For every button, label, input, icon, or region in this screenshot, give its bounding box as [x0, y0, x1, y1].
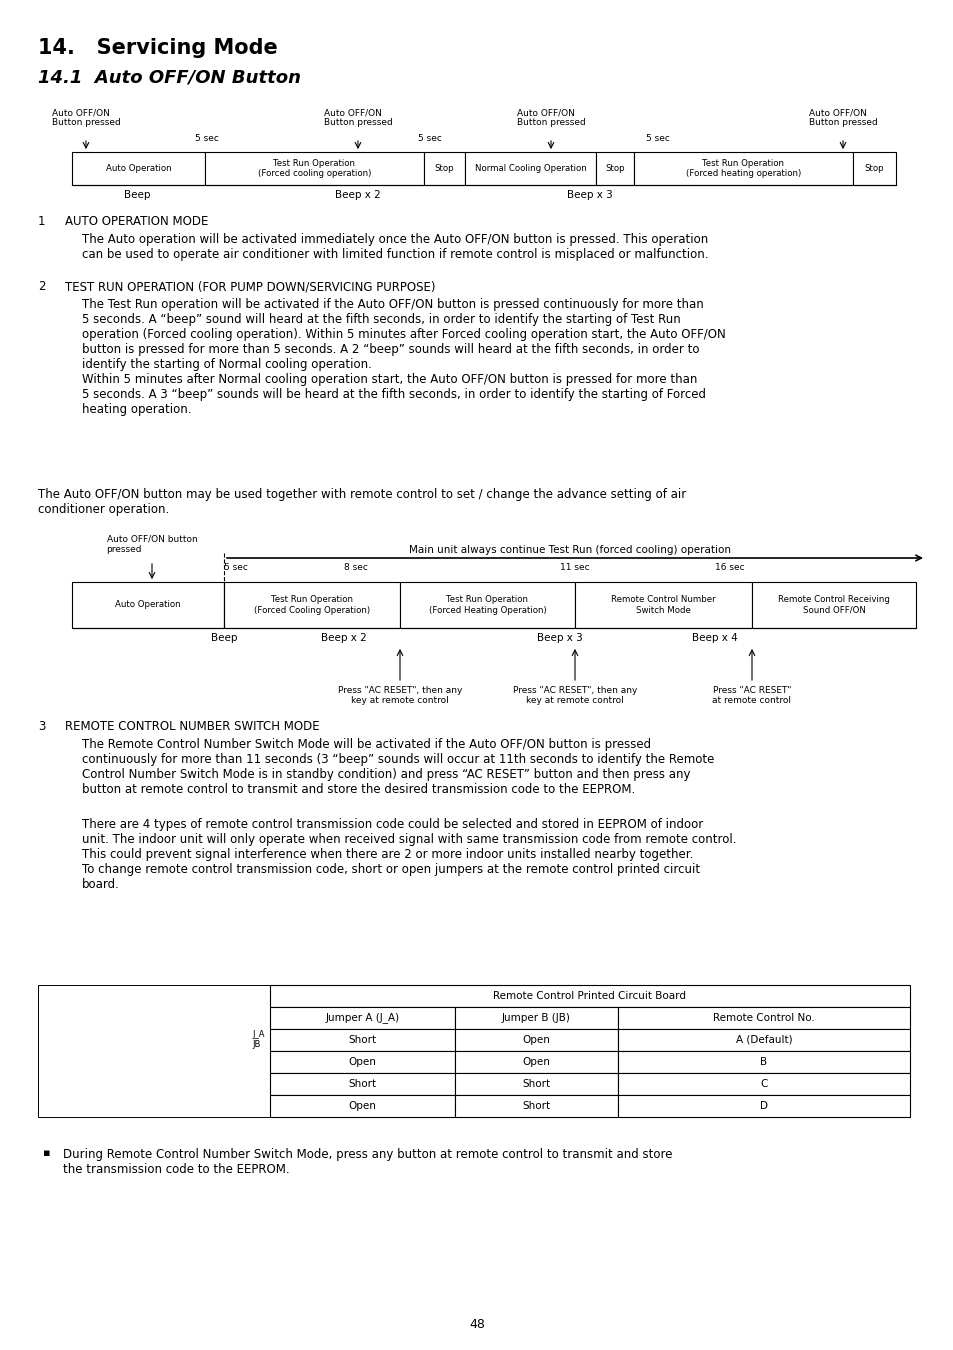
Bar	[464, 153, 596, 185]
Bar	[270, 1007, 455, 1029]
Text: 3: 3	[38, 720, 46, 733]
Bar	[618, 1073, 909, 1095]
Text: Beep x 2: Beep x 2	[335, 190, 380, 200]
Text: The Auto OFF/ON button may be used together with remote control to set / change : The Auto OFF/ON button may be used toget…	[38, 487, 685, 516]
Text: Press "AC RESET", then any
key at remote control: Press "AC RESET", then any key at remote…	[337, 686, 461, 706]
Text: Test Run Operation
(Forced heating operation): Test Run Operation (Forced heating opera…	[685, 159, 801, 178]
Bar	[399, 582, 575, 628]
Bar	[618, 1007, 909, 1029]
Text: 5 sec: 5 sec	[224, 563, 248, 572]
Text: Beep: Beep	[124, 190, 150, 200]
Text: Short: Short	[522, 1102, 550, 1111]
Text: Beep x 3: Beep x 3	[566, 190, 612, 200]
Text: The Test Run operation will be activated if the Auto OFF/ON button is pressed co: The Test Run operation will be activated…	[82, 298, 725, 416]
Text: Jumper B (JB): Jumper B (JB)	[501, 1012, 570, 1023]
Text: REMOTE CONTROL NUMBER SWITCH MODE: REMOTE CONTROL NUMBER SWITCH MODE	[65, 720, 319, 733]
Bar	[618, 1052, 909, 1073]
Text: Test Run Operation
(Forced Cooling Operation): Test Run Operation (Forced Cooling Opera…	[253, 595, 370, 614]
Text: Auto Operation: Auto Operation	[115, 601, 181, 609]
Text: The Auto operation will be activated immediately once the Auto OFF/ON button is : The Auto operation will be activated imm…	[82, 234, 708, 261]
Text: 5 sec: 5 sec	[417, 134, 441, 143]
Bar	[224, 582, 399, 628]
Text: C: C	[760, 1079, 767, 1089]
Bar	[455, 1007, 618, 1029]
Text: Beep: Beep	[211, 633, 237, 643]
Text: Beep x 4: Beep x 4	[691, 633, 737, 643]
Text: The Remote Control Number Switch Mode will be activated if the Auto OFF/ON butto: The Remote Control Number Switch Mode wi…	[82, 738, 714, 796]
Text: J_A
JB: J_A JB	[253, 1030, 265, 1049]
Bar	[618, 1095, 909, 1116]
Bar	[634, 153, 852, 185]
Bar	[455, 1029, 618, 1052]
Text: Jumper A (J_A): Jumper A (J_A)	[325, 1012, 399, 1023]
Text: Open: Open	[522, 1035, 550, 1045]
Text: 8 sec: 8 sec	[344, 563, 368, 572]
Text: Open: Open	[348, 1057, 376, 1066]
Text: 5 sec: 5 sec	[645, 134, 669, 143]
Text: Press "AC RESET", then any
key at remote control: Press "AC RESET", then any key at remote…	[513, 686, 637, 706]
Bar	[38, 986, 270, 1116]
Text: Auto OFF/ON
Button pressed: Auto OFF/ON Button pressed	[808, 108, 877, 127]
Bar	[205, 153, 423, 185]
Text: Remote Control Printed Circuit Board: Remote Control Printed Circuit Board	[493, 991, 686, 1000]
Bar	[270, 1052, 455, 1073]
Bar	[618, 1029, 909, 1052]
Text: Auto OFF/ON button
pressed: Auto OFF/ON button pressed	[107, 535, 197, 555]
Text: Beep x 2: Beep x 2	[321, 633, 367, 643]
Text: Short: Short	[348, 1079, 376, 1089]
Text: Open: Open	[348, 1102, 376, 1111]
Text: 1: 1	[38, 215, 46, 228]
Text: There are 4 types of remote control transmission code could be selected and stor: There are 4 types of remote control tran…	[82, 818, 736, 891]
Text: During Remote Control Number Switch Mode, press any button at remote control to : During Remote Control Number Switch Mode…	[63, 1148, 672, 1176]
Text: ▪: ▪	[43, 1148, 51, 1158]
Bar	[852, 153, 895, 185]
Bar	[423, 153, 464, 185]
Text: Auto OFF/ON
Button pressed: Auto OFF/ON Button pressed	[323, 108, 392, 127]
Text: D: D	[760, 1102, 767, 1111]
Bar	[455, 1095, 618, 1116]
Text: Short: Short	[522, 1079, 550, 1089]
Bar	[455, 1073, 618, 1095]
Text: 16 sec: 16 sec	[714, 563, 744, 572]
Text: Beep x 3: Beep x 3	[537, 633, 582, 643]
Text: 14.1  Auto OFF/ON Button: 14.1 Auto OFF/ON Button	[38, 68, 301, 86]
Bar	[751, 582, 915, 628]
Text: 2: 2	[38, 279, 46, 293]
Text: Press "AC RESET"
at remote control: Press "AC RESET" at remote control	[712, 686, 791, 706]
Text: 11 sec: 11 sec	[559, 563, 589, 572]
Text: Short: Short	[348, 1035, 376, 1045]
Text: Stop: Stop	[863, 163, 883, 173]
Text: Auto Operation: Auto Operation	[106, 163, 172, 173]
Bar	[270, 1073, 455, 1095]
Text: Main unit always continue Test Run (forced cooling) operation: Main unit always continue Test Run (forc…	[409, 545, 730, 555]
Text: Normal Cooling Operation: Normal Cooling Operation	[475, 163, 586, 173]
Text: 5 sec: 5 sec	[194, 134, 218, 143]
Bar	[455, 1052, 618, 1073]
Text: B: B	[760, 1057, 767, 1066]
Bar	[575, 582, 751, 628]
Bar	[270, 986, 909, 1007]
Text: Test Run Operation
(Forced cooling operation): Test Run Operation (Forced cooling opera…	[257, 159, 371, 178]
Text: Open: Open	[522, 1057, 550, 1066]
Text: TEST RUN OPERATION (FOR PUMP DOWN/SERVICING PURPOSE): TEST RUN OPERATION (FOR PUMP DOWN/SERVIC…	[65, 279, 435, 293]
Text: Stop: Stop	[435, 163, 454, 173]
Bar	[71, 153, 205, 185]
Text: Remote Control Number
Switch Mode: Remote Control Number Switch Mode	[611, 595, 715, 614]
Text: 14.   Servicing Mode: 14. Servicing Mode	[38, 38, 277, 58]
Text: A (Default): A (Default)	[735, 1035, 792, 1045]
Bar	[270, 1029, 455, 1052]
Text: Remote Control No.: Remote Control No.	[712, 1012, 814, 1023]
Bar	[71, 582, 224, 628]
Bar	[596, 153, 634, 185]
Text: 48: 48	[469, 1318, 484, 1331]
Text: Remote Control Receiving
Sound OFF/ON: Remote Control Receiving Sound OFF/ON	[778, 595, 889, 614]
Bar	[270, 1095, 455, 1116]
Text: AUTO OPERATION MODE: AUTO OPERATION MODE	[65, 215, 208, 228]
Text: Stop: Stop	[604, 163, 624, 173]
Text: Test Run Operation
(Forced Heating Operation): Test Run Operation (Forced Heating Opera…	[428, 595, 546, 614]
Text: Auto OFF/ON
Button pressed: Auto OFF/ON Button pressed	[517, 108, 585, 127]
Text: Auto OFF/ON
Button pressed: Auto OFF/ON Button pressed	[51, 108, 120, 127]
